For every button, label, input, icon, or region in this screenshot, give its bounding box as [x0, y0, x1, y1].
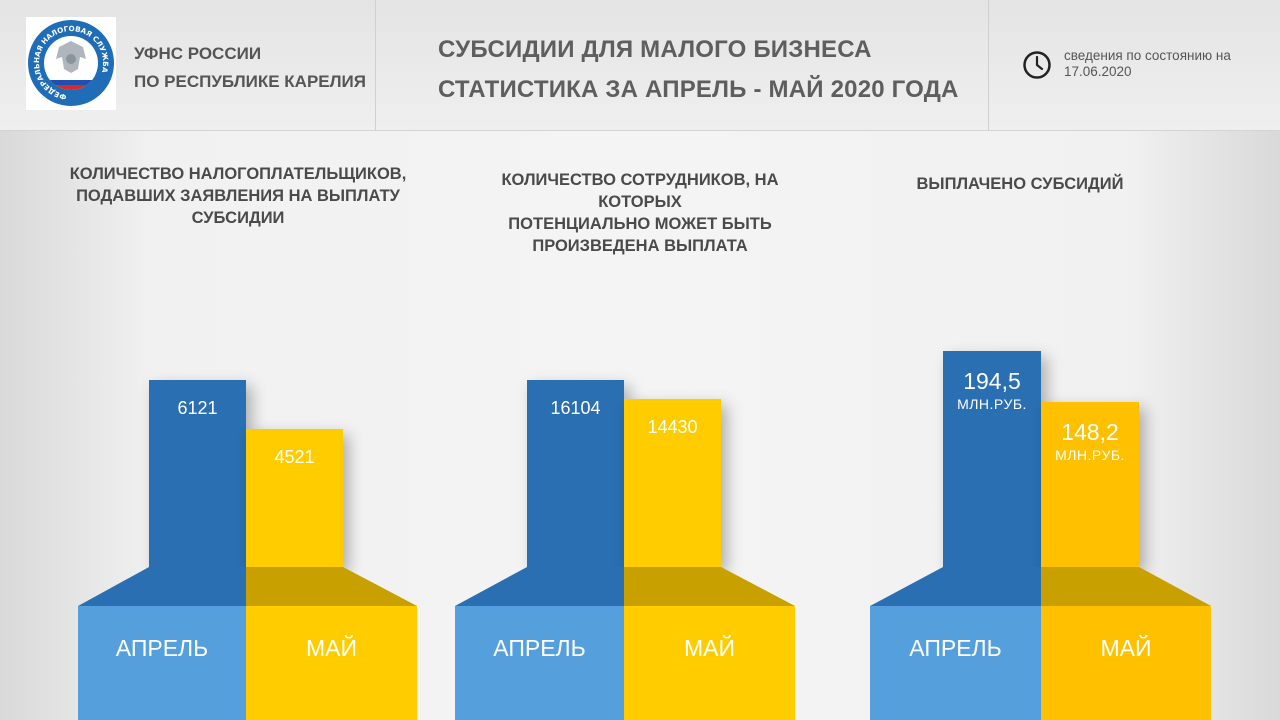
- chart-title-line: СУБСИДИИ: [191, 209, 285, 227]
- tick-label-april: АПРЕЛЬ: [455, 606, 624, 720]
- org-line-2: ПО РЕСПУБЛИКЕ КАРЕЛИЯ: [134, 72, 366, 91]
- data-label-unit: МЛН.РУБ.: [957, 396, 1027, 412]
- title-line-2: СТАТИСТИКА ЗА АПРЕЛЬ - МАЙ 2020 ГОДА: [438, 76, 959, 103]
- data-label-unit: МЛН.РУБ.: [1055, 447, 1125, 463]
- bar-may: [1041, 402, 1139, 567]
- bar-april: [527, 380, 624, 567]
- data-label: 14430: [624, 416, 721, 438]
- data-label-value: 148,2: [1061, 419, 1119, 445]
- chart-title-line: ПРОИЗВЕДЕНА ВЫПЛАТА: [532, 237, 748, 255]
- data-label: 4521: [246, 446, 343, 468]
- bar-may: [246, 429, 343, 567]
- as-of-date: сведения по состоянию на 17.06.2020: [1064, 48, 1231, 80]
- bar-base-top-april: [78, 567, 246, 606]
- chart-title: КОЛИЧЕСТВО СОТРУДНИКОВ, НА КОТОРЫХ ПОТЕНЦ…: [460, 169, 820, 257]
- chart-title: ВЫПЛАЧЕНО СУБСИДИЙ: [840, 173, 1200, 195]
- tick-label-april: АПРЕЛЬ: [78, 606, 246, 720]
- org-line-1: УФНС РОССИИ: [134, 44, 262, 63]
- tick-label-april: АПРЕЛЬ: [870, 606, 1041, 720]
- bar-base-top-april: [455, 567, 624, 606]
- chart-title-line: ПОДАВШИХ ЗАЯВЛЕНИЯ НА ВЫПЛАТУ: [76, 187, 400, 205]
- data-label: 16104: [527, 397, 624, 419]
- bar-april: [149, 380, 246, 567]
- chart-title-line: ПОТЕНЦИАЛЬНО МОЖЕТ БЫТЬ: [508, 215, 772, 233]
- organization-name: УФНС РОССИИ ПО РЕСПУБЛИКЕ КАРЕЛИЯ: [134, 40, 366, 96]
- chart-title: КОЛИЧЕСТВО НАЛОГОПЛАТЕЛЬЩИКОВ, ПОДАВШИХ З…: [58, 163, 418, 229]
- data-label-value: 6121: [177, 398, 218, 418]
- clock-icon: [1023, 51, 1051, 79]
- chart-title-line: КОЛИЧЕСТВО СОТРУДНИКОВ, НА КОТОРЫХ: [501, 171, 779, 211]
- tick-label-may: МАЙ: [246, 606, 417, 720]
- bar-base-top-may: [624, 567, 795, 606]
- data-label-value: 14430: [647, 417, 698, 437]
- data-label-value: 194,5: [963, 368, 1021, 394]
- bar-base-top-may: [246, 567, 417, 606]
- as-of-line-1: сведения по состоянию на: [1064, 48, 1231, 63]
- tick-label-may: МАЙ: [624, 606, 795, 720]
- header-divider: [375, 0, 376, 130]
- data-label: 6121: [149, 397, 246, 419]
- bar-may: [624, 399, 721, 567]
- bar-base-top-april: [870, 567, 1041, 606]
- fns-emblem-logo: ФЕДЕРАЛЬНАЯ НАЛОГОВАЯ СЛУЖБА: [26, 17, 116, 110]
- data-label-value: 4521: [274, 447, 315, 467]
- bar-april: [943, 351, 1041, 567]
- data-label: 194,5 МЛН.РУБ.: [943, 368, 1041, 414]
- header-divider: [988, 0, 989, 130]
- as-of-line-2: 17.06.2020: [1064, 64, 1132, 79]
- page-title: СУБСИДИИ ДЛЯ МАЛОГО БИЗНЕСА СТАТИСТИКА З…: [438, 30, 959, 110]
- title-line-1: СУБСИДИИ ДЛЯ МАЛОГО БИЗНЕСА: [438, 36, 872, 63]
- header: ФЕДЕРАЛЬНАЯ НАЛОГОВАЯ СЛУЖБА УФНС РОССИИ…: [0, 0, 1280, 131]
- data-label-value: 16104: [550, 398, 601, 418]
- chart-title-line: ВЫПЛАЧЕНО СУБСИДИЙ: [916, 175, 1124, 193]
- bar-base-top-may: [1041, 567, 1211, 606]
- tick-label-may: МАЙ: [1041, 606, 1211, 720]
- chart-title-line: КОЛИЧЕСТВО НАЛОГОПЛАТЕЛЬЩИКОВ,: [69, 165, 407, 183]
- data-label: 148,2 МЛН.РУБ.: [1041, 419, 1139, 465]
